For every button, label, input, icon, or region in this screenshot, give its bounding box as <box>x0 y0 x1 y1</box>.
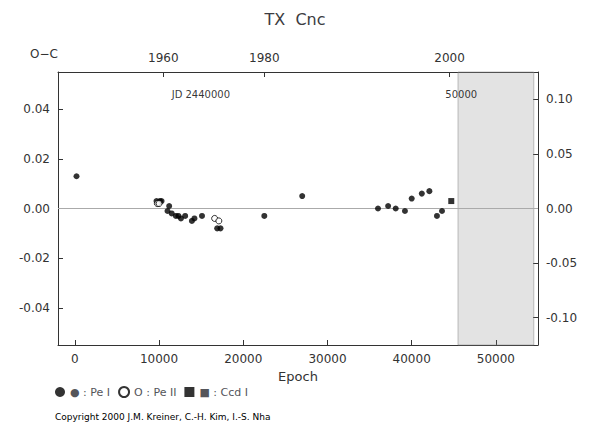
svg-text:0: 0 <box>71 352 79 366</box>
svg-text:0.04: 0.04 <box>23 102 50 116</box>
svg-text:30000: 30000 <box>308 352 346 366</box>
svg-text:0.00: 0.00 <box>546 202 573 216</box>
svg-text:1960: 1960 <box>148 51 179 65</box>
svg-text:Epoch: Epoch <box>278 369 318 384</box>
svg-text:-0.10: -0.10 <box>546 311 577 325</box>
svg-text:0.02: 0.02 <box>23 152 50 166</box>
svg-text:40000: 40000 <box>393 352 431 366</box>
svg-text:10000: 10000 <box>140 352 178 366</box>
svg-text:TX Cnc: TX Cnc <box>263 10 325 29</box>
svg-text:● : Pe I: ● : Pe I <box>70 386 110 399</box>
svg-text:-0.02: -0.02 <box>19 251 50 265</box>
svg-text:1980: 1980 <box>249 51 280 65</box>
svg-text:-0.04: -0.04 <box>19 301 50 315</box>
svg-text:50000: 50000 <box>445 89 477 100</box>
svg-text:■ : Ccd I: ■ : Ccd I <box>199 386 248 399</box>
svg-text:O−C: O−C <box>30 47 58 61</box>
svg-text:2000: 2000 <box>434 51 465 65</box>
svg-text:JD 2440000: JD 2440000 <box>171 89 230 100</box>
svg-text:0.00: 0.00 <box>23 202 50 216</box>
svg-text:20000: 20000 <box>224 352 262 366</box>
svg-text:50000: 50000 <box>477 352 515 366</box>
svg-text:0.10: 0.10 <box>546 92 573 106</box>
svg-text:Copyright 2000 J.M. Kreiner, C: Copyright 2000 J.M. Kreiner, C.-H. Kim, … <box>55 412 270 422</box>
svg-text:0.05: 0.05 <box>546 147 573 161</box>
svg-text:-0.05: -0.05 <box>546 256 577 270</box>
svg-text:O : Pe II: O : Pe II <box>134 386 176 399</box>
